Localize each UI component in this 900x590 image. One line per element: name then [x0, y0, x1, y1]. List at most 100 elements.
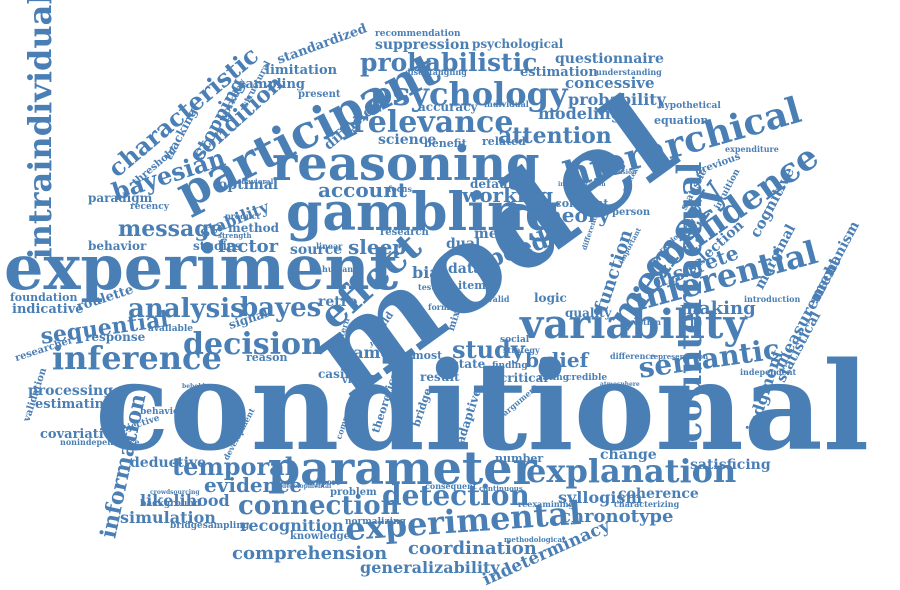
cloud-word: variability: [520, 301, 747, 348]
cloud-word: continuous: [479, 484, 523, 493]
cloud-word: reasoning: [272, 136, 540, 192]
cloud-word: logic: [534, 291, 567, 305]
cloud-word: working: [462, 183, 554, 207]
cloud-word: quality: [565, 306, 612, 320]
cloud-word: focus: [388, 184, 412, 194]
cloud-word: method: [228, 221, 279, 235]
cloud-word: question: [622, 317, 661, 327]
cloud-word: likelihood: [140, 491, 230, 510]
cloud-word: recognition: [240, 516, 344, 535]
cloud-word: person: [612, 207, 651, 218]
cloud-word: atmosphere: [600, 381, 640, 388]
cloud-word: estimating: [35, 397, 114, 412]
cloud-word: concessive: [565, 74, 655, 92]
cloud-word: human: [322, 264, 354, 274]
cloud-word: year: [370, 339, 387, 348]
cloud-word: critical: [500, 371, 548, 385]
cloud-word: message: [118, 216, 224, 242]
cloud-word: psychological: [472, 37, 564, 51]
cloud-word: questionnaire: [555, 51, 664, 67]
cloud-word: available: [148, 324, 193, 334]
cloud-word: change: [600, 447, 657, 463]
cloud-word: sleep: [348, 235, 407, 259]
cloud-word: bias: [412, 263, 449, 282]
cloud-word: conditional: [95, 334, 870, 478]
cloud-word: behaviour: [140, 407, 191, 417]
cloud-word: independent: [740, 367, 797, 377]
cloud-word: finding: [492, 361, 528, 371]
cloud-word: connection: [238, 491, 400, 521]
cloud-word: analysis: [128, 294, 245, 324]
cloud-word: satisficing: [690, 457, 771, 473]
cloud-word: valid: [488, 294, 510, 304]
cloud-word: deductive: [130, 455, 207, 471]
cloud-word: linear: [316, 241, 343, 251]
cloud-word: support: [305, 477, 340, 487]
cloud-word: simulation: [120, 508, 216, 527]
cloud-word: consequent: [425, 481, 477, 491]
cloud-word: item: [458, 279, 486, 292]
cloud-word: retro: [318, 294, 358, 310]
cloud-word: credible: [566, 373, 608, 383]
cloud-word: meta: [474, 226, 514, 242]
cloud-word: understanding: [596, 67, 662, 77]
cloud-word: response: [85, 330, 146, 344]
cloud-word: inference: [52, 339, 222, 377]
cloud-word: paradigm: [88, 191, 153, 205]
cloud-word: limitation: [265, 63, 338, 78]
cloud-word: conclusion: [600, 169, 637, 176]
cloud-word: test: [418, 282, 435, 292]
cloud-word: sampling: [238, 77, 306, 92]
cloud-word: data: [448, 261, 483, 277]
cloud-word: explanation: [526, 452, 737, 490]
cloud-word: bayes: [240, 293, 322, 323]
cloud-word: result: [420, 370, 460, 384]
cloud-word: parameter: [268, 441, 537, 495]
cloud-word: behavioral: [232, 177, 274, 186]
cloud-word: social: [500, 335, 530, 345]
cloud-word: reason: [246, 351, 288, 364]
cloud-word: game: [342, 343, 391, 362]
cloud-word: generalizability: [360, 558, 500, 577]
cloud-word: nonindependence: [60, 437, 140, 447]
cloud-word: beholder: [182, 383, 212, 390]
cloud-word: strength: [218, 231, 252, 240]
cloud-word: standardized: [275, 21, 370, 68]
cloud-word: account: [318, 178, 407, 202]
cloud-word: coordination: [408, 538, 537, 559]
cloud-word: attention: [498, 123, 612, 149]
cloud-word: behavior: [88, 239, 147, 253]
cloud-word: experiment: [4, 231, 399, 304]
cloud-word: background: [140, 499, 201, 509]
cloud-word: problem: [330, 487, 377, 498]
cloud-word: chronotype: [560, 506, 674, 527]
cloud-word: syllogism: [558, 488, 643, 507]
cloud-word: gambling: [286, 182, 562, 243]
cloud-word: present: [298, 89, 341, 100]
cloud-word: casino: [318, 367, 362, 381]
cloud-word: state: [452, 357, 486, 371]
cloud-word: foundation: [10, 291, 78, 304]
cloud-word: reexamining: [518, 499, 575, 509]
cloud-word: characterizing: [614, 499, 680, 509]
cloud-word: study: [452, 335, 525, 364]
cloud-word: detection: [382, 479, 530, 512]
cloud-word: most: [412, 349, 443, 362]
cloud-word: form: [428, 302, 450, 312]
cloud-word: bridgesampling: [170, 521, 250, 531]
cloud-word: benefit: [424, 137, 467, 150]
cloud-word: modeling: [538, 104, 622, 123]
cloud-word: temporal: [172, 452, 294, 481]
cloud-word: rating: [538, 373, 569, 383]
cloud-word: individual: [484, 99, 529, 109]
cloud-word: crowdsourcing: [150, 489, 200, 496]
cloud-word: theory: [538, 203, 611, 227]
cloud-word: developmental: [282, 483, 332, 490]
cloud-word: comprehension: [232, 543, 388, 564]
cloud-word: default: [470, 177, 518, 191]
cloud-word: difference: [610, 351, 656, 361]
cloud-word: probabilistic: [360, 48, 538, 77]
cloud-word: recommendation: [375, 29, 461, 39]
cloud-word: probability: [568, 90, 666, 109]
